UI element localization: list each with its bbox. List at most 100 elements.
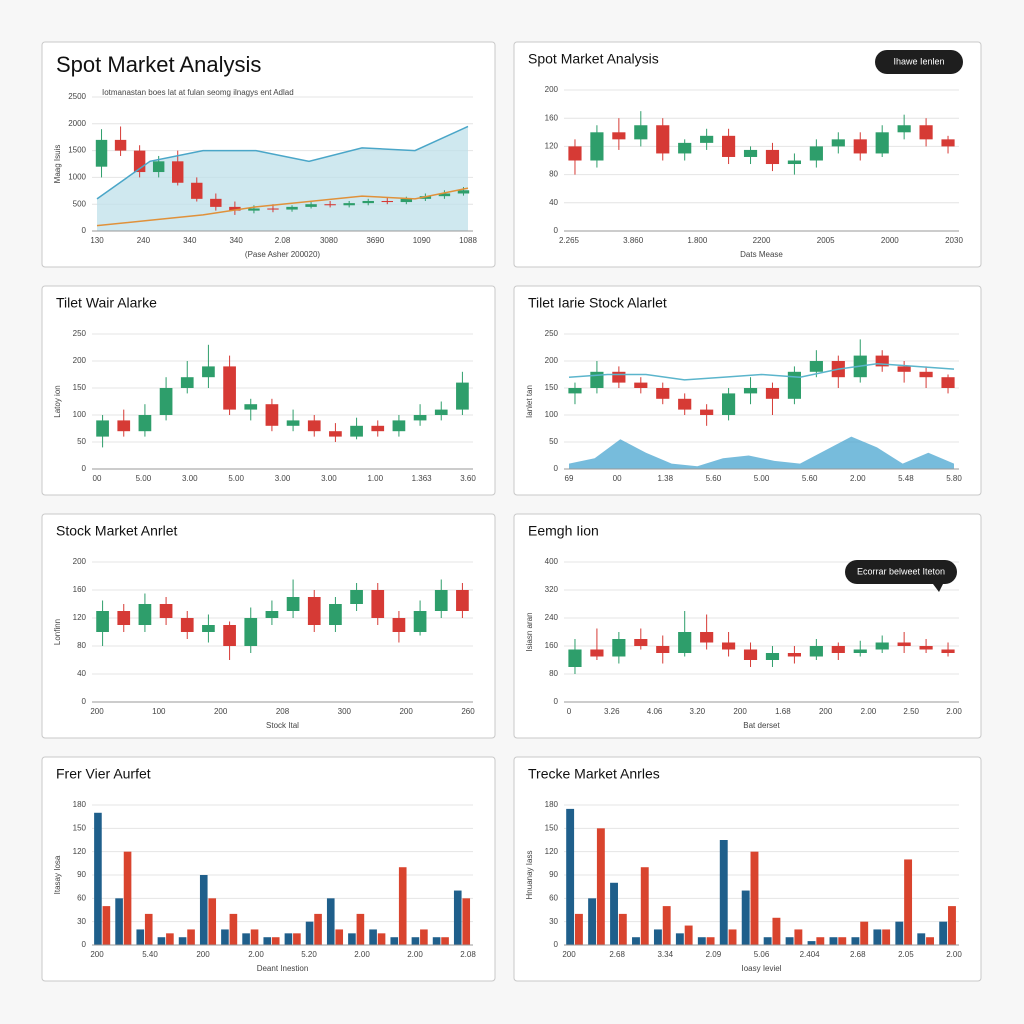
bar bbox=[136, 929, 145, 945]
x-tick-label: 5.00 bbox=[136, 474, 152, 483]
x-tick-label: 200 bbox=[214, 707, 228, 716]
bar bbox=[684, 925, 693, 945]
candle-body bbox=[765, 149, 780, 165]
candle-body bbox=[413, 611, 427, 632]
candle-body bbox=[329, 604, 342, 625]
candle-body bbox=[400, 198, 413, 203]
candle-body bbox=[191, 182, 203, 199]
y-tick-label: 1500 bbox=[68, 146, 86, 155]
bar bbox=[335, 929, 344, 945]
x-tick-label: 2.00 bbox=[850, 474, 866, 483]
bar bbox=[763, 937, 772, 945]
bar bbox=[566, 808, 575, 945]
y-tick-label: 200 bbox=[73, 356, 87, 365]
x-tick-label: 3.60 bbox=[460, 474, 476, 483]
y-tick-label: 40 bbox=[549, 198, 558, 207]
bar bbox=[838, 937, 847, 945]
candle-body bbox=[897, 366, 911, 372]
bar bbox=[453, 890, 462, 945]
y-tick-label: 250 bbox=[545, 329, 559, 338]
bar bbox=[772, 917, 781, 945]
candle-body bbox=[413, 415, 427, 421]
candle-body bbox=[152, 161, 165, 173]
panel-frame bbox=[513, 513, 982, 739]
bar bbox=[420, 929, 428, 945]
candle-body bbox=[286, 597, 300, 611]
bar bbox=[851, 937, 860, 945]
x-axis-label: (Pase Asher 200020) bbox=[245, 250, 320, 259]
candle-body bbox=[897, 642, 911, 646]
candle-body bbox=[941, 649, 955, 653]
candle-body bbox=[343, 203, 355, 206]
candle-body bbox=[722, 393, 736, 415]
x-tick-label: 3080 bbox=[320, 236, 338, 245]
candle-body bbox=[159, 604, 173, 618]
candle-body bbox=[634, 382, 648, 388]
x-tick-label: 240 bbox=[137, 236, 151, 245]
badge-pointer bbox=[933, 584, 943, 592]
badge-text: Ihawe Ienlen bbox=[893, 56, 944, 66]
candle-body bbox=[831, 139, 845, 147]
candle-body bbox=[809, 361, 823, 372]
candle-body bbox=[612, 371, 626, 383]
x-tick-label: 2000 bbox=[881, 236, 899, 245]
candle-body bbox=[265, 611, 279, 618]
candle-body bbox=[700, 632, 714, 643]
x-axis-label: Stock Ital bbox=[266, 721, 299, 730]
candle-body bbox=[765, 388, 780, 399]
candle-body bbox=[307, 420, 321, 432]
x-tick-label: 340 bbox=[229, 236, 243, 245]
x-tick-label: 2.00 bbox=[354, 950, 370, 959]
x-tick-label: 2200 bbox=[753, 236, 771, 245]
x-tick-label: 1.00 bbox=[367, 474, 383, 483]
candle-body bbox=[95, 139, 108, 167]
bar bbox=[939, 921, 948, 945]
x-tick-label: 1.68 bbox=[775, 707, 791, 716]
candle-body bbox=[159, 388, 173, 415]
y-tick-label: 120 bbox=[545, 847, 559, 856]
x-tick-label: 3.20 bbox=[690, 707, 706, 716]
candle-body bbox=[392, 618, 406, 632]
bar bbox=[882, 929, 891, 945]
x-tick-label: 2030 bbox=[945, 236, 963, 245]
x-tick-label: 2.00 bbox=[946, 707, 962, 716]
bar bbox=[860, 921, 869, 945]
bar bbox=[675, 933, 684, 945]
candle-body bbox=[244, 618, 258, 646]
bar bbox=[102, 906, 111, 945]
candle-body bbox=[329, 431, 342, 437]
bar bbox=[229, 913, 238, 945]
panel-title: Stock Market Anrlet bbox=[56, 523, 177, 539]
candle-body bbox=[722, 642, 736, 650]
x-tick-label: 0 bbox=[567, 707, 572, 716]
bar bbox=[574, 913, 583, 945]
bar bbox=[144, 913, 153, 945]
y-tick-label: 150 bbox=[73, 823, 87, 832]
x-tick-label: 4.06 bbox=[647, 707, 663, 716]
x-axis-label: Dats Mease bbox=[740, 250, 783, 259]
y-tick-label: 0 bbox=[82, 226, 87, 235]
y-tick-label: 200 bbox=[545, 356, 559, 365]
candle-body bbox=[210, 198, 222, 207]
panel: Trecke Market Anrles 0 30 60 90 120 150 180 Hnua… bbox=[513, 756, 982, 982]
line bbox=[96, 125, 469, 200]
x-tick-label: 200 bbox=[562, 950, 576, 959]
y-tick-label: 100 bbox=[73, 410, 87, 419]
x-tick-label: 2.68 bbox=[850, 950, 866, 959]
line bbox=[568, 362, 955, 381]
y-tick-label: 30 bbox=[549, 917, 558, 926]
y-tick-label: 80 bbox=[77, 641, 86, 650]
bar bbox=[178, 937, 187, 945]
bar bbox=[632, 937, 640, 945]
bar bbox=[221, 929, 229, 945]
x-tick-label: 340 bbox=[183, 236, 197, 245]
x-tick-label: 2.08 bbox=[460, 950, 476, 959]
y-tick-label: 160 bbox=[545, 641, 559, 650]
y-tick-label: 0 bbox=[82, 697, 87, 706]
bar bbox=[462, 898, 471, 945]
bar bbox=[411, 937, 420, 945]
y-axis-label: Maag Isuis bbox=[53, 145, 62, 184]
x-tick-label: 1.800 bbox=[687, 236, 708, 245]
candle-body bbox=[743, 649, 758, 660]
